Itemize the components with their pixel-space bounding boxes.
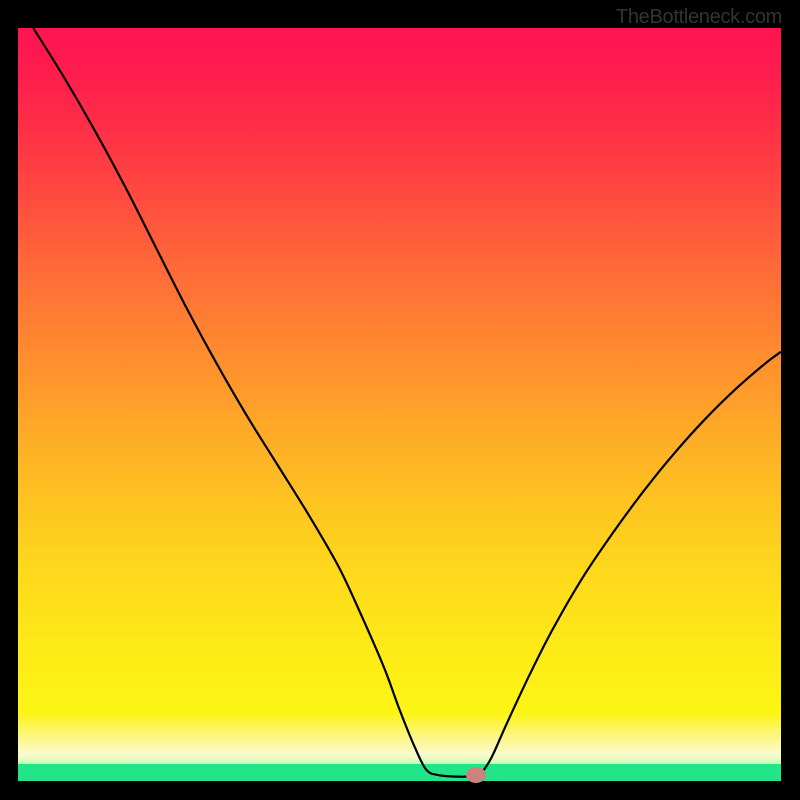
bottleneck-curve — [18, 28, 781, 781]
optimal-marker-dot — [466, 767, 486, 783]
watermark-text: TheBottleneck.com — [616, 6, 782, 29]
plot-area — [18, 28, 781, 781]
